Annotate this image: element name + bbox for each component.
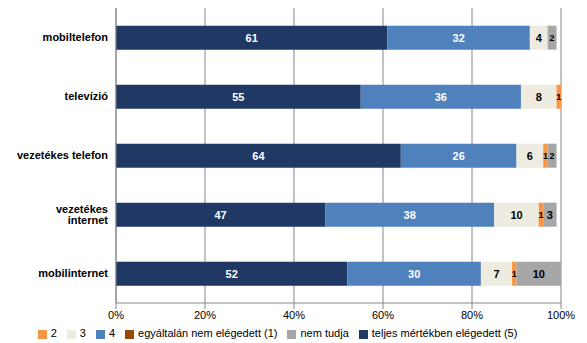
svg-text:6: 6 [527, 150, 533, 162]
svg-text:36: 36 [435, 91, 447, 103]
svg-text:8: 8 [536, 91, 542, 103]
svg-text:1: 1 [538, 210, 543, 220]
svg-text:2: 2 [550, 151, 555, 161]
svg-text:52: 52 [226, 268, 238, 280]
html-text:4: 4 [108, 327, 115, 339]
html-text:nem tudja: nem tudja [300, 327, 349, 339]
svg-text:1: 1 [512, 269, 517, 279]
svg-text:47: 47 [214, 209, 226, 221]
svg-text:40%: 40% [283, 309, 305, 321]
svg-text:55: 55 [232, 91, 244, 103]
html-text:egyáltalán nem elégedett (1): egyáltalán nem elégedett (1) [138, 327, 278, 339]
svg-text:80%: 80% [461, 309, 483, 321]
svg-text:mobiltelefon: mobiltelefon [43, 31, 109, 43]
svg-text:2: 2 [550, 33, 555, 43]
svg-text:3: 3 [547, 209, 553, 221]
svg-text:1: 1 [556, 92, 561, 102]
html-text:3: 3 [79, 327, 86, 339]
svg-text:60%: 60% [372, 309, 394, 321]
html-text:2: 2 [50, 327, 57, 339]
svg-text:vezetékes telefon: vezetékes telefon [17, 149, 108, 161]
svg-text:64: 64 [252, 150, 265, 162]
svg-text:20%: 20% [194, 309, 216, 321]
svg-text:38: 38 [404, 209, 416, 221]
html-text:teljes mértékben elégedett (5): teljes mértékben elégedett (5) [371, 327, 518, 339]
svg-text:televízió: televízió [65, 90, 109, 102]
svg-text:10: 10 [510, 209, 522, 221]
svg-text:30: 30 [408, 268, 420, 280]
svg-text:vezetékesinternet: vezetékesinternet [56, 203, 108, 226]
svg-text:10: 10 [533, 268, 545, 280]
svg-text:1: 1 [543, 151, 548, 161]
svg-text:26: 26 [453, 150, 465, 162]
svg-text:7: 7 [493, 268, 499, 280]
svg-text:61: 61 [246, 32, 258, 44]
svg-text:4: 4 [536, 32, 543, 44]
svg-text:0%: 0% [108, 309, 124, 321]
svg-text:100%: 100% [547, 309, 575, 321]
svg-text:32: 32 [453, 32, 465, 44]
svg-text:mobilinternet: mobilinternet [38, 267, 108, 279]
